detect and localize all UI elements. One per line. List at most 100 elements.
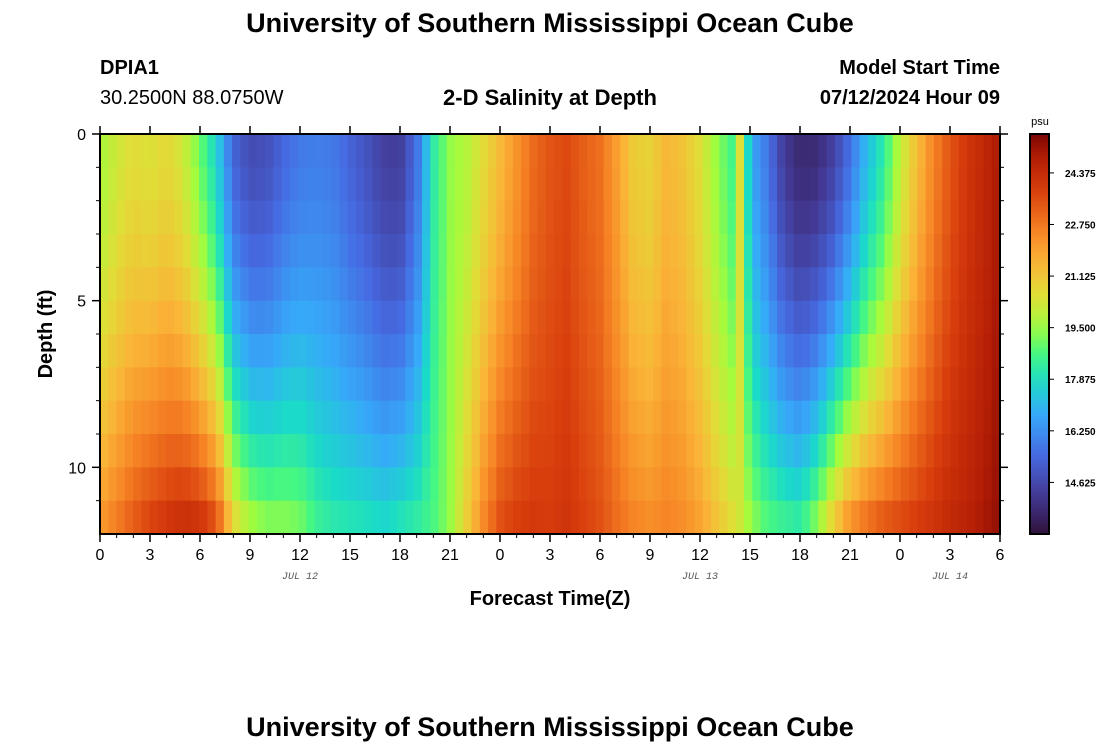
- heatmap-cell: [174, 334, 184, 368]
- heatmap-cell: [479, 167, 489, 202]
- heatmap-cell: [223, 434, 233, 468]
- heatmap-cell: [455, 500, 464, 535]
- y-axis-title: Depth (ft): [35, 290, 57, 379]
- heatmap-cell: [248, 367, 258, 402]
- heatmap-cell: [380, 134, 390, 168]
- heatmap-cell: [157, 167, 167, 202]
- heatmap-cell: [702, 467, 712, 502]
- x-tick-label: 18: [791, 547, 809, 564]
- heatmap-cell: [686, 200, 696, 235]
- heatmap-cell: [851, 267, 861, 302]
- heatmap-cell: [265, 467, 274, 502]
- heatmap-cell: [388, 200, 398, 235]
- heatmap-cell: [512, 200, 522, 235]
- heatmap-cell: [166, 200, 175, 235]
- heatmap-cell: [744, 367, 753, 402]
- heatmap-cell: [834, 467, 844, 502]
- heatmap-cell: [108, 467, 118, 502]
- heatmap-cell: [950, 200, 960, 235]
- heatmap-cell: [991, 467, 1001, 502]
- heatmap-cell: [388, 300, 398, 335]
- heatmap-cell: [166, 267, 175, 302]
- heatmap-cell: [364, 234, 374, 268]
- heatmap-cell: [108, 234, 118, 268]
- heatmap-cell: [397, 267, 407, 302]
- heatmap-cell: [744, 167, 753, 202]
- heatmap-cell: [900, 334, 910, 368]
- heatmap-cell: [232, 167, 241, 202]
- heatmap-cell: [281, 500, 291, 535]
- heatmap-cell: [463, 267, 473, 302]
- heatmap-cell: [909, 134, 919, 168]
- heatmap-cell: [966, 334, 976, 368]
- heatmap-cell: [661, 334, 671, 368]
- heatmap-cell: [669, 267, 679, 302]
- heatmap-cell: [372, 334, 382, 368]
- x-tick-label: 0: [96, 547, 105, 564]
- heatmap-cell: [124, 434, 134, 468]
- heatmap-cell: [636, 367, 646, 402]
- heatmap-cell: [884, 467, 894, 502]
- heatmap-cell: [289, 134, 299, 168]
- heatmap-cell: [545, 467, 555, 502]
- heatmap-cell: [166, 134, 175, 168]
- heatmap-cell: [801, 134, 811, 168]
- heatmap-cell: [405, 500, 415, 535]
- heatmap-cell: [157, 467, 167, 502]
- heatmap-cell: [818, 234, 828, 268]
- heatmap-cell: [653, 334, 663, 368]
- x-tick-label: 9: [646, 547, 655, 564]
- heatmap-cell: [950, 134, 960, 168]
- heatmap-cell: [859, 200, 869, 235]
- heatmap-cell: [124, 400, 134, 435]
- heatmap-cell: [240, 267, 250, 302]
- heatmap-cell: [554, 467, 563, 502]
- heatmap-cell: [347, 267, 357, 302]
- x-tick-label: 9: [246, 547, 255, 564]
- heatmap-cell: [289, 267, 299, 302]
- heatmap-cell: [422, 134, 431, 168]
- heatmap-cell: [223, 367, 233, 402]
- heatmap-cell: [256, 267, 266, 302]
- footer-title: University of Southern Mississippi Ocean…: [246, 712, 854, 742]
- heatmap-cell: [471, 267, 481, 302]
- heatmap-cell: [446, 500, 456, 535]
- heatmap-cell: [388, 134, 398, 168]
- heatmap-cell: [355, 300, 365, 335]
- heatmap-cell: [298, 334, 308, 368]
- heatmap-cell: [265, 267, 274, 302]
- heatmap-cell: [322, 467, 332, 502]
- heatmap-cell: [620, 234, 630, 268]
- heatmap-cell: [603, 367, 613, 402]
- heatmap-cell: [537, 434, 547, 468]
- heatmap-cell: [306, 267, 316, 302]
- heatmap-cell: [909, 300, 919, 335]
- heatmap-cell: [116, 367, 126, 402]
- heatmap-cell: [248, 234, 258, 268]
- heatmap-cell: [785, 434, 795, 468]
- heatmap-cell: [818, 467, 828, 502]
- heatmap-cell: [422, 200, 431, 235]
- heatmap-cell: [529, 334, 539, 368]
- heatmap-cell: [281, 467, 291, 502]
- heatmap-cell: [636, 400, 646, 435]
- heatmap-cell: [529, 267, 539, 302]
- heatmap-cell: [141, 467, 151, 502]
- heatmap-cell: [504, 300, 514, 335]
- heatmap-cell: [677, 400, 687, 435]
- heatmap-cell: [884, 167, 894, 202]
- heatmap-cell: [942, 467, 952, 502]
- heatmap-cell: [793, 367, 803, 402]
- heatmap-cell: [306, 167, 316, 202]
- heatmap-cell: [785, 400, 795, 435]
- heatmap-cell: [768, 334, 778, 368]
- heatmap-cell: [727, 334, 737, 368]
- heatmap-cell: [223, 200, 233, 235]
- heatmap-cell: [644, 167, 654, 202]
- heatmap-cell: [108, 134, 118, 168]
- heatmap-cell: [446, 200, 456, 235]
- heatmap-cell: [578, 434, 588, 468]
- heatmap-cell: [273, 334, 283, 368]
- heatmap-cell: [463, 300, 473, 335]
- heatmap-cell: [372, 267, 382, 302]
